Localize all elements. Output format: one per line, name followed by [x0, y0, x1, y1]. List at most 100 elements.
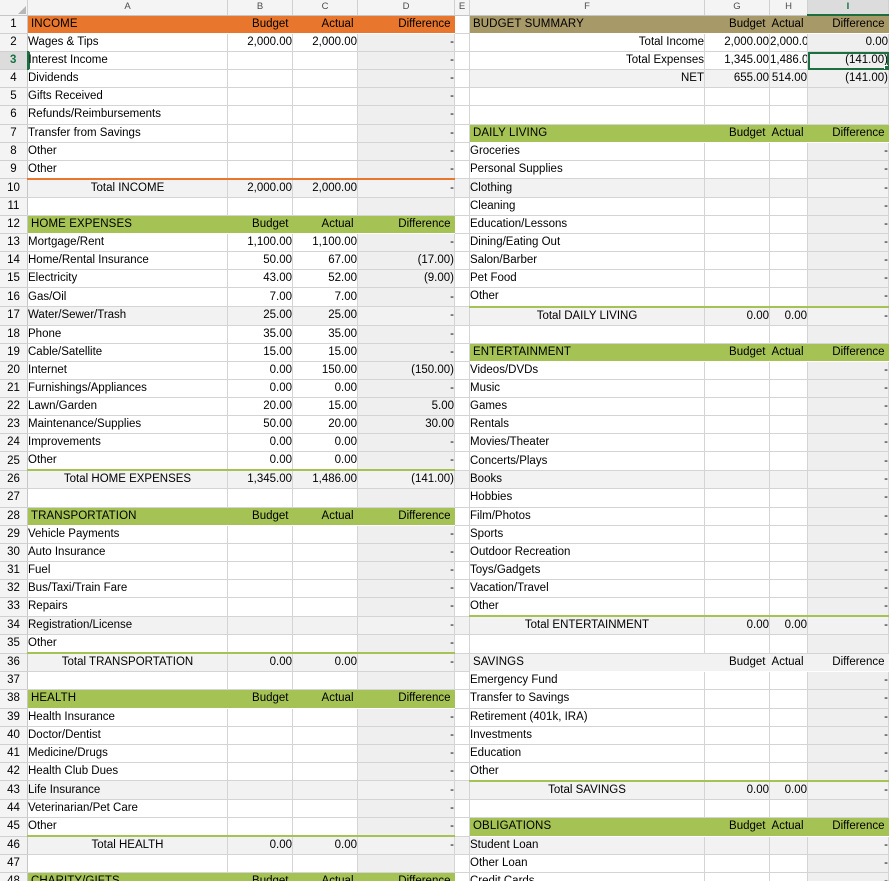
cell-i21[interactable]: -	[807, 379, 889, 398]
sheet-row[interactable]: 17 Water/Sewer/Trash 25.00 25.00- Total DAIL…	[0, 305, 889, 326]
cell-f5[interactable]	[469, 87, 705, 107]
cell-e14[interactable]	[454, 251, 470, 271]
sheet-row[interactable]: 19 Cable/Satellite 15.00 15.00- ENTERTAINMEN…	[0, 343, 889, 362]
cell-d24[interactable]: -	[357, 433, 455, 453]
cell-a32[interactable]: Bus/Taxi/Train Fare	[27, 579, 228, 599]
cell-g29[interactable]	[704, 525, 770, 544]
row-header-18[interactable]: 18	[0, 325, 28, 344]
cell-a45[interactable]: Other	[27, 817, 228, 837]
cell-e43[interactable]	[454, 780, 470, 801]
cell-d8[interactable]: -	[357, 142, 455, 161]
sheet-row[interactable]: 29 Vehicle Payments - Sports -	[0, 525, 889, 544]
cell-a17[interactable]: Water/Sewer/Trash	[27, 306, 228, 326]
cell-e34[interactable]	[454, 616, 470, 636]
cell-h18[interactable]	[769, 325, 808, 344]
cell-g3[interactable]: 1,345.00	[704, 51, 770, 71]
cell-i9[interactable]: -	[807, 160, 889, 180]
cell-d46[interactable]: -	[357, 835, 455, 856]
cell-a5[interactable]: Gifts Received	[27, 87, 228, 107]
row-header-37[interactable]: 37	[0, 671, 28, 691]
sheet-row[interactable]: 24 Improvements 0.00 0.00- Movies/Theater -	[0, 433, 889, 453]
cell-g14[interactable]	[704, 251, 770, 271]
cell-g37[interactable]	[704, 671, 770, 691]
cell-i14[interactable]: -	[807, 251, 889, 271]
cell-h12[interactable]	[769, 215, 808, 235]
cell-i27[interactable]: -	[807, 488, 889, 508]
cell-a22[interactable]: Lawn/Garden	[27, 397, 228, 417]
row-header-25[interactable]: 25	[0, 451, 28, 471]
cell-f47[interactable]: Other Loan	[469, 854, 705, 874]
cell-c45[interactable]	[292, 817, 358, 837]
cell-f28[interactable]: Film/Photos	[469, 507, 705, 526]
cell-b29[interactable]	[227, 525, 293, 544]
cell-e15[interactable]	[454, 269, 470, 289]
sheet-row[interactable]: 35 Other -	[0, 634, 889, 654]
cell-g34[interactable]: 0.00	[704, 615, 770, 636]
cell-g26[interactable]	[704, 470, 770, 490]
row-header-29[interactable]: 29	[0, 525, 28, 544]
cell-b16[interactable]: 7.00	[227, 287, 293, 307]
cell-a19[interactable]: Cable/Satellite	[27, 343, 228, 362]
column-header-g[interactable]: G	[704, 0, 770, 16]
cell-h15[interactable]	[769, 269, 808, 289]
column-header-a[interactable]: A	[27, 0, 228, 16]
cell-c47[interactable]	[292, 854, 358, 874]
cell-b30[interactable]	[227, 543, 293, 562]
row-header-4[interactable]: 4	[0, 69, 28, 89]
cell-b26[interactable]: 1,345.00	[227, 469, 293, 490]
cell-f31[interactable]: Toys/Gadgets	[469, 561, 705, 580]
cell-b47[interactable]	[227, 854, 293, 874]
sheet-row[interactable]: 33 Repairs - Other -	[0, 597, 889, 617]
row-header-30[interactable]: 30	[0, 543, 28, 562]
cell-g9[interactable]	[704, 160, 770, 180]
cell-f12[interactable]: Education/Lessons	[469, 215, 705, 235]
cell-a29[interactable]: Vehicle Payments	[27, 525, 228, 544]
sheet-row[interactable]: 32 Bus/Taxi/Train Fare - Vacation/Travel -	[0, 579, 889, 599]
cell-f38[interactable]: Transfer to Savings	[469, 689, 705, 709]
cell-d15[interactable]: (9.00)	[357, 269, 455, 289]
cell-g15[interactable]	[704, 269, 770, 289]
row-header-39[interactable]: 39	[0, 708, 28, 727]
cell-h47[interactable]	[769, 854, 808, 874]
cell-g12[interactable]	[704, 215, 770, 235]
column-header-c[interactable]: C	[292, 0, 358, 16]
cell-d7[interactable]: -	[357, 124, 455, 143]
cell-c16[interactable]: 7.00	[292, 287, 358, 307]
cell-c44[interactable]	[292, 799, 358, 819]
cell-d29[interactable]: -	[357, 525, 455, 544]
cell-e28[interactable]	[454, 507, 470, 526]
cell-a40[interactable]: Doctor/Dentist	[27, 726, 228, 745]
cell-i4[interactable]: (141.00)	[807, 69, 889, 89]
cell-e26[interactable]	[454, 470, 470, 490]
column-header-f[interactable]: F	[469, 0, 705, 16]
cell-f46[interactable]: Student Loan	[469, 836, 705, 856]
row-header-14[interactable]: 14	[0, 251, 28, 271]
cell-a13[interactable]: Mortgage/Rent	[27, 233, 228, 253]
row-header-31[interactable]: 31	[0, 561, 28, 580]
cell-h22[interactable]	[769, 397, 808, 417]
cell-c19[interactable]: 15.00	[292, 343, 358, 362]
row-header-35[interactable]: 35	[0, 634, 28, 654]
row-header-27[interactable]: 27	[0, 488, 28, 508]
cell-h39[interactable]	[769, 708, 808, 727]
cell-f40[interactable]: Investments	[469, 726, 705, 745]
cell-b6[interactable]	[227, 105, 293, 125]
cell-h38[interactable]	[769, 689, 808, 709]
cell-h31[interactable]	[769, 561, 808, 580]
cell-g8[interactable]	[704, 142, 770, 161]
cell-c18[interactable]: 35.00	[292, 325, 358, 344]
cell-i17[interactable]: -	[807, 305, 889, 326]
sheet-row[interactable]: 36 Total TRANSPORTATION 0.00 0.00- SAVINGS Bu…	[0, 652, 889, 673]
cell-a37[interactable]	[27, 671, 228, 691]
cell-h30[interactable]	[769, 543, 808, 562]
sheet-row[interactable]: 15 Electricity 43.00 52.00 (9.00) Pet Food -	[0, 269, 889, 289]
row-header-16[interactable]: 16	[0, 287, 28, 307]
cell-c25[interactable]: 0.00	[292, 451, 358, 471]
cell-f3[interactable]: Total Expenses	[469, 51, 705, 71]
cell-a47[interactable]	[27, 854, 228, 874]
cell-c40[interactable]	[292, 726, 358, 745]
cell-i12[interactable]: -	[807, 215, 889, 235]
cell-i39[interactable]: -	[807, 708, 889, 727]
cell-c26[interactable]: 1,486.00	[292, 469, 358, 490]
